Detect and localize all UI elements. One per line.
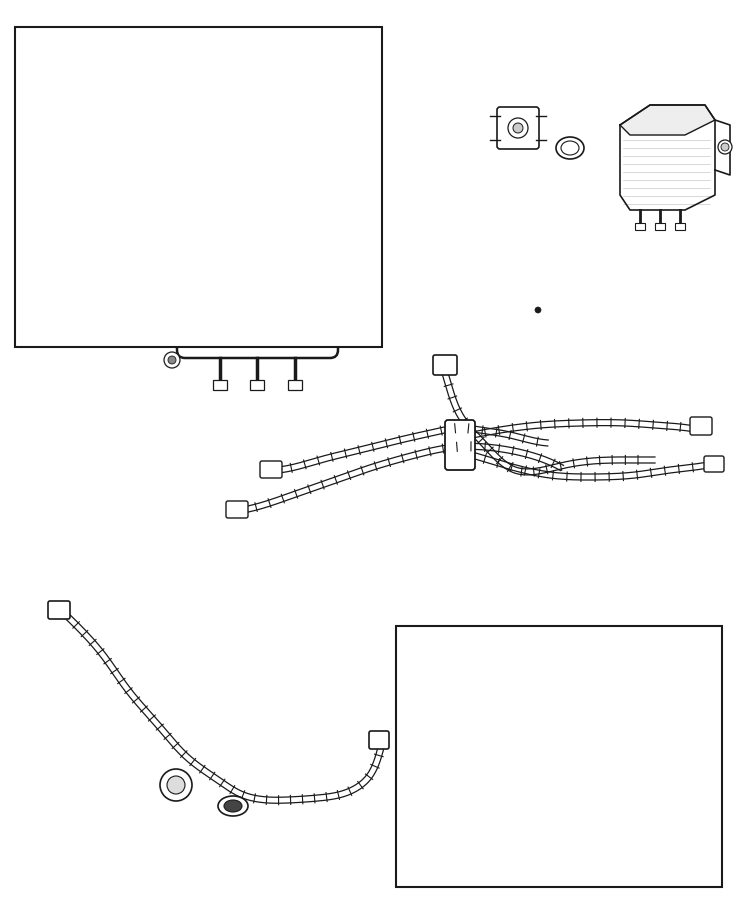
- FancyBboxPatch shape: [433, 355, 457, 375]
- Bar: [15, 27, 382, 346]
- Bar: [675, 223, 685, 230]
- FancyBboxPatch shape: [497, 107, 539, 149]
- Circle shape: [342, 226, 360, 244]
- FancyBboxPatch shape: [229, 112, 285, 153]
- Circle shape: [168, 356, 176, 364]
- Polygon shape: [210, 70, 340, 127]
- Polygon shape: [620, 105, 715, 210]
- Circle shape: [721, 143, 729, 151]
- Circle shape: [160, 769, 192, 801]
- FancyBboxPatch shape: [260, 461, 282, 478]
- Ellipse shape: [556, 137, 584, 159]
- Bar: [635, 223, 645, 230]
- Circle shape: [167, 776, 185, 794]
- Circle shape: [508, 118, 528, 138]
- Circle shape: [285, 86, 295, 96]
- Ellipse shape: [218, 796, 248, 816]
- Bar: [396, 626, 722, 886]
- Circle shape: [513, 123, 523, 133]
- FancyBboxPatch shape: [48, 601, 70, 619]
- FancyBboxPatch shape: [690, 417, 712, 435]
- Polygon shape: [620, 105, 715, 135]
- Circle shape: [164, 352, 180, 368]
- Ellipse shape: [561, 141, 579, 155]
- Circle shape: [346, 230, 356, 240]
- Ellipse shape: [224, 800, 242, 812]
- FancyBboxPatch shape: [704, 456, 724, 472]
- Bar: [250, 380, 264, 390]
- FancyBboxPatch shape: [445, 420, 475, 470]
- Bar: [213, 380, 227, 390]
- FancyBboxPatch shape: [226, 501, 248, 518]
- Bar: [288, 380, 302, 390]
- Circle shape: [346, 311, 360, 325]
- FancyBboxPatch shape: [328, 193, 374, 277]
- Circle shape: [718, 140, 732, 154]
- Circle shape: [350, 315, 356, 321]
- Circle shape: [535, 307, 541, 313]
- FancyBboxPatch shape: [369, 731, 389, 749]
- FancyBboxPatch shape: [177, 137, 338, 358]
- Bar: [655, 223, 665, 230]
